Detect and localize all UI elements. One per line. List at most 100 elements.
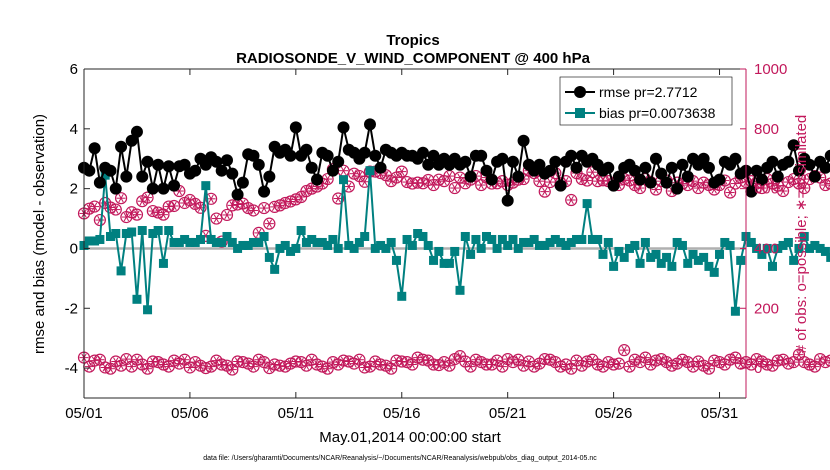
x-tick-label: 05/26 — [595, 405, 633, 422]
rmse-point — [210, 155, 223, 168]
bias-point — [280, 240, 290, 250]
bias-point — [158, 258, 168, 268]
rmse-point — [755, 173, 768, 186]
obs_assimilated-star-stroke — [192, 357, 198, 367]
bias-point — [344, 240, 354, 250]
bias-point — [211, 237, 221, 247]
bias-point — [587, 234, 597, 244]
obs_assimilated-star-stroke — [462, 357, 468, 366]
obs_possible-star-stroke — [192, 199, 198, 209]
obs_possible-point — [565, 193, 578, 207]
rmse-point — [644, 176, 657, 189]
rmse-point — [570, 161, 583, 174]
y-right-tick-label: 400 — [754, 240, 779, 257]
obs_assimilated-ring — [676, 353, 689, 366]
obs_assimilated-star-stroke — [515, 355, 521, 364]
x-tick-label: 05/06 — [171, 405, 209, 422]
rmse-point — [422, 158, 435, 171]
obs_possible-star-stroke — [584, 176, 590, 185]
rmse-point — [152, 158, 165, 171]
rmse-point — [125, 134, 138, 147]
rmse-point — [300, 143, 313, 156]
bias-point — [815, 243, 825, 253]
bias-point — [354, 237, 364, 247]
bias-point — [333, 243, 343, 253]
bias-point — [603, 237, 613, 247]
obs_possible-star-stroke — [828, 183, 830, 188]
obs_possible-star-stroke — [589, 168, 596, 177]
bias-point — [460, 231, 470, 241]
y-right-tick-label: 600 — [754, 181, 779, 198]
obs_assimilated-ring — [157, 358, 170, 371]
bias-point — [423, 240, 433, 250]
obs_possible-star-stroke — [176, 186, 183, 196]
bias-point — [529, 234, 539, 244]
obs_possible-ring — [501, 178, 514, 192]
obs_possible-star-stroke — [319, 179, 326, 188]
data-file-footnote: data file: /Users/gharamti/Documents/NCA… — [203, 455, 597, 462]
legend-rmse-label: rmse pr=2.7712 — [599, 84, 698, 100]
legend: rmse pr=2.7712 bias pr=0.0073638 — [559, 76, 733, 126]
bias-point — [270, 264, 280, 274]
bias-point — [381, 243, 391, 253]
rmse-point — [120, 170, 133, 183]
obs_possible-star-stroke — [383, 171, 389, 180]
obs_possible-star-stroke — [208, 194, 214, 203]
obs_possible-star-stroke — [695, 183, 702, 193]
rmse-point — [782, 155, 795, 168]
obs_assimilated-star-stroke — [812, 362, 818, 371]
obs_assimilated-star-stroke — [187, 363, 193, 372]
obs_assimilated-star-stroke — [494, 356, 500, 365]
obs_possible-star-stroke — [362, 177, 368, 186]
bias-point — [455, 285, 465, 295]
obs_possible-point — [776, 184, 790, 198]
obs_assimilated-star-stroke — [229, 365, 235, 374]
rmse-point — [612, 170, 625, 183]
obs_possible-star-stroke — [266, 219, 273, 228]
bias-point — [646, 252, 656, 262]
bias-point — [624, 243, 634, 253]
bias-point — [217, 237, 227, 247]
obs_possible-star-stroke — [430, 180, 437, 190]
obs_assimilated-ring — [724, 353, 737, 366]
obs_possible-star-stroke — [250, 206, 257, 215]
obs_possible-ring — [347, 167, 361, 180]
obs_assimilated-ring — [152, 356, 165, 369]
rmse-point — [464, 170, 477, 183]
bias-point — [503, 240, 513, 250]
bias-point — [519, 237, 529, 247]
obs_possible-star-stroke — [335, 194, 341, 203]
rmse-point — [326, 164, 339, 177]
rmse-point — [665, 161, 678, 174]
obs_assimilated-ring — [543, 353, 557, 366]
rmse-point — [517, 134, 530, 147]
obs_possible-star-stroke — [536, 177, 543, 186]
bias-point — [349, 243, 359, 253]
obs_possible-ring — [125, 206, 138, 219]
bias-point — [805, 243, 815, 253]
obs_assimilated-star-stroke — [224, 361, 230, 370]
obs_possible-ring — [565, 193, 578, 207]
rmse-point — [506, 155, 519, 168]
bias-point — [778, 240, 788, 250]
rmse-point — [305, 161, 318, 174]
obs_assimilated-star-stroke — [176, 359, 183, 368]
obs_assimilated-star-stroke — [790, 357, 797, 367]
obs_possible-star-stroke — [340, 166, 347, 175]
obs_possible-ring — [279, 196, 292, 210]
rmse-point — [628, 164, 641, 177]
obs_assimilated-ring — [819, 356, 830, 369]
bias-point — [561, 240, 571, 250]
obs_possible-point — [395, 165, 408, 178]
bias-point — [725, 240, 735, 250]
obs_possible-star-stroke — [399, 167, 405, 176]
obs_assimilated-point — [618, 344, 631, 357]
obs_possible-star-stroke — [213, 214, 220, 223]
bias-point — [662, 252, 672, 262]
y-left-tick-label: 0 — [70, 240, 78, 257]
bias-point — [180, 234, 190, 244]
bias-point — [799, 231, 809, 241]
bias-point — [651, 249, 661, 259]
obs_possible-star-stroke — [118, 194, 124, 203]
